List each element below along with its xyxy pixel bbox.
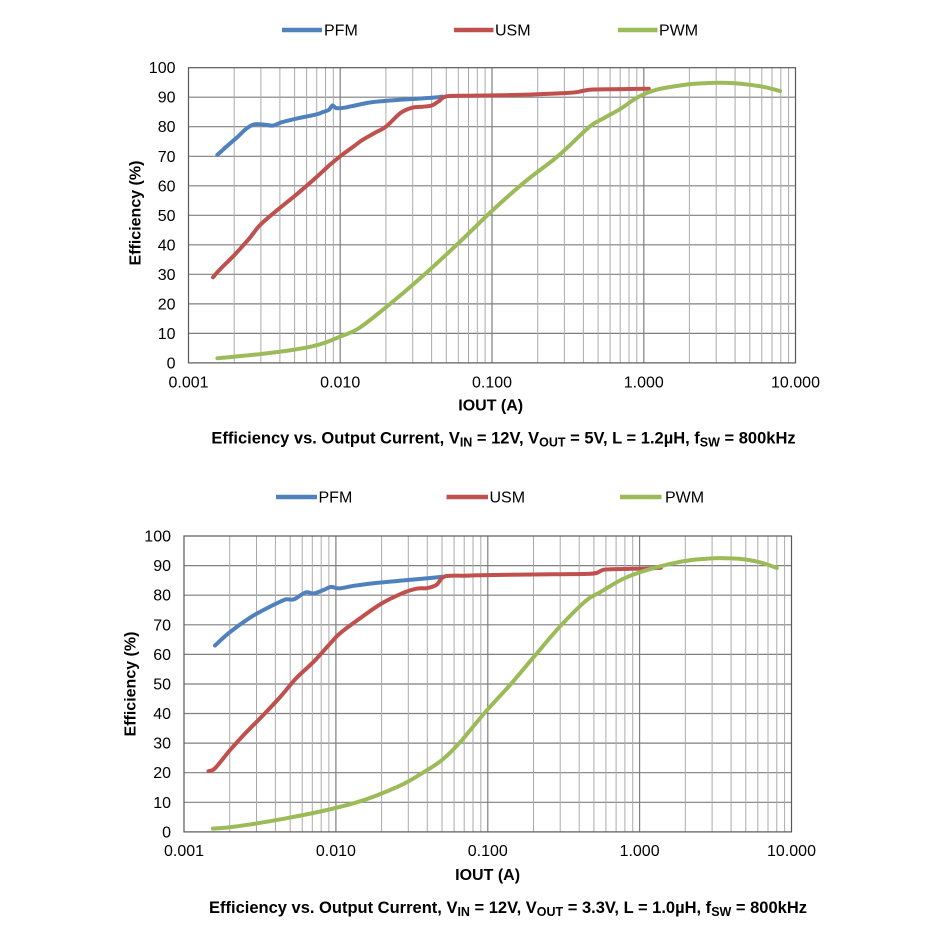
svg-text:10: 10 (153, 795, 171, 812)
svg-text:0.010: 0.010 (316, 843, 356, 860)
svg-text:50: 50 (158, 208, 176, 225)
svg-text:0.100: 0.100 (468, 843, 508, 860)
svg-text:60: 60 (158, 178, 176, 195)
svg-text:30: 30 (158, 267, 176, 284)
svg-text:1.000: 1.000 (624, 375, 664, 392)
svg-text:0.001: 0.001 (168, 375, 208, 392)
svg-text:PFM: PFM (324, 23, 358, 40)
svg-text:0.100: 0.100 (472, 375, 512, 392)
svg-text:1.000: 1.000 (620, 843, 660, 860)
svg-text:20: 20 (158, 296, 176, 313)
svg-text:IOUT (A): IOUT (A) (455, 867, 520, 884)
svg-text:80: 80 (158, 119, 176, 136)
svg-text:40: 40 (158, 237, 176, 254)
svg-text:Efficiency vs. Output Current,: Efficiency vs. Output Current, VIN = 12V… (211, 430, 795, 450)
svg-text:Efficiency (%): Efficiency (%) (128, 161, 145, 266)
svg-text:100: 100 (149, 60, 176, 77)
svg-text:0: 0 (162, 824, 171, 841)
svg-text:0.001: 0.001 (164, 843, 204, 860)
svg-text:Efficiency (%): Efficiency (%) (123, 632, 140, 737)
svg-text:PWM: PWM (665, 490, 704, 507)
svg-text:90: 90 (153, 558, 171, 575)
svg-text:100: 100 (144, 529, 171, 546)
svg-text:Efficiency vs. Output Current,: Efficiency vs. Output Current, VIN = 12V… (209, 899, 807, 919)
svg-text:80: 80 (153, 588, 171, 605)
svg-text:IOUT (A): IOUT (A) (458, 398, 523, 415)
svg-text:60: 60 (153, 647, 171, 664)
svg-text:10: 10 (158, 326, 176, 343)
svg-text:0.010: 0.010 (320, 375, 360, 392)
svg-text:40: 40 (153, 706, 171, 723)
svg-text:10.000: 10.000 (771, 375, 820, 392)
svg-text:PWM: PWM (659, 23, 698, 40)
svg-text:0: 0 (167, 355, 176, 372)
svg-text:10.000: 10.000 (767, 843, 816, 860)
svg-text:USM: USM (490, 490, 526, 507)
svg-text:90: 90 (158, 90, 176, 107)
svg-text:USM: USM (495, 23, 531, 40)
svg-text:70: 70 (153, 617, 171, 634)
svg-text:20: 20 (153, 765, 171, 782)
svg-text:PFM: PFM (319, 490, 353, 507)
svg-text:50: 50 (153, 677, 171, 694)
svg-text:30: 30 (153, 736, 171, 753)
svg-text:70: 70 (158, 149, 176, 166)
